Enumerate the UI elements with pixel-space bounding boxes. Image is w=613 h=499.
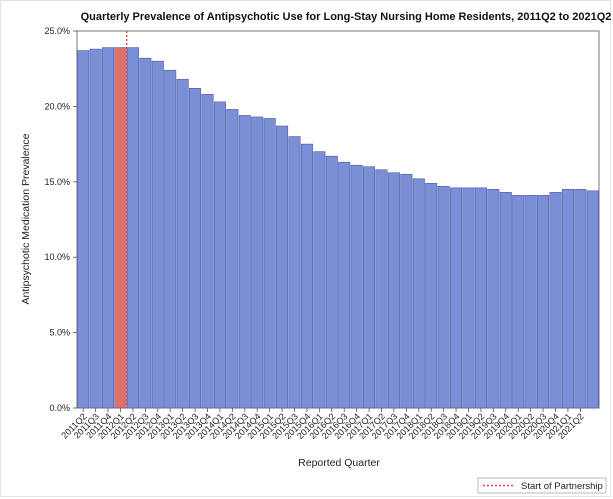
y-axis-label: Antipsychotic Medication Prevalence [20,133,32,304]
plot-border [76,30,600,409]
bar [338,161,351,409]
bar [77,50,90,409]
x-axis-label: Reported Quarter [298,457,380,469]
bar [586,190,599,409]
bar [561,189,574,409]
bar [499,192,512,409]
bar [238,115,251,409]
y-tick-label: 5.0% [49,328,70,338]
bar [549,192,562,409]
bar [139,57,152,409]
bar [126,47,139,409]
bar [474,187,487,409]
bar [201,94,214,409]
bar [102,47,115,409]
bar [387,172,400,409]
bar [487,189,500,409]
bar [400,173,413,409]
y-tick-label: 10.0% [44,252,70,262]
bar [425,183,438,409]
bar [512,195,525,409]
bar [462,187,475,409]
bar [363,166,376,409]
bar [276,125,289,409]
bar [176,78,189,409]
bar [288,136,301,409]
bar [313,151,326,409]
bar [189,88,202,409]
bar [350,164,363,409]
legend: Start of Partnership [477,477,607,494]
x-axis: 2011Q22011Q32011Q42012Q12012Q22012Q32012… [59,408,586,441]
bar [450,187,463,409]
legend-label: Start of Partnership [521,481,603,492]
legend-box [477,477,607,494]
bar [300,143,313,409]
bar [226,109,239,409]
bar [537,195,550,409]
bar [114,47,127,409]
bar [412,178,425,409]
bar [251,116,264,409]
bar [263,118,276,409]
y-tick-label: 0.0% [49,403,70,413]
bar [164,69,177,409]
y-axis: 0.0% 5.0% 10.0% 15.0% 20.0% 25.0% [44,26,77,413]
y-tick-label: 20.0% [44,101,70,111]
bar [89,48,102,409]
bar [151,60,164,409]
y-tick-label: 25.0% [44,26,70,36]
bar [325,155,338,409]
bar [375,169,388,409]
bar [524,195,537,409]
bar [574,189,587,409]
chart-title: Quarterly Prevalence of Antipsychotic Us… [81,11,612,23]
bar [213,101,226,409]
y-tick-label: 15.0% [44,177,70,187]
bar [437,186,450,409]
plot-area [76,30,600,409]
